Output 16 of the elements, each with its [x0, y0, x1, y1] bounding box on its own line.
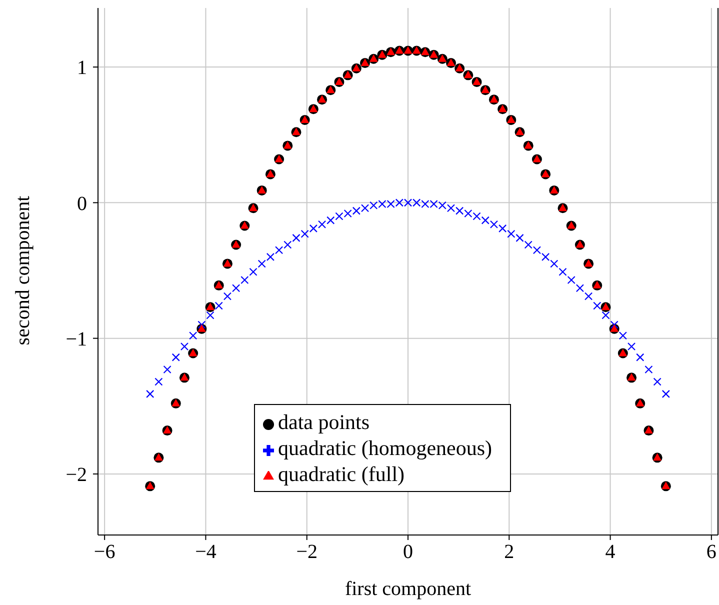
y-tick-label: −2: [66, 464, 87, 486]
y-tick-label: 0: [77, 192, 87, 215]
y-tick-label: −1: [66, 328, 87, 350]
x-tick-label: 6: [706, 541, 716, 564]
y-axis-title: second component: [12, 195, 34, 346]
y-tick-label: 1: [77, 57, 87, 80]
legend-label: data points: [278, 410, 370, 434]
legend-label: quadratic (homogeneous): [278, 436, 492, 460]
x-tick-label: 0: [403, 541, 413, 564]
legend-label: quadratic (full): [278, 462, 405, 486]
x-tick-label: −4: [195, 541, 216, 564]
x-tick-label: −2: [296, 541, 318, 564]
x-tick-label: 4: [605, 541, 616, 564]
x-tick-label: −6: [94, 541, 116, 564]
x-tick-label: 2: [504, 541, 514, 564]
x-axis-title: first component: [344, 578, 472, 600]
